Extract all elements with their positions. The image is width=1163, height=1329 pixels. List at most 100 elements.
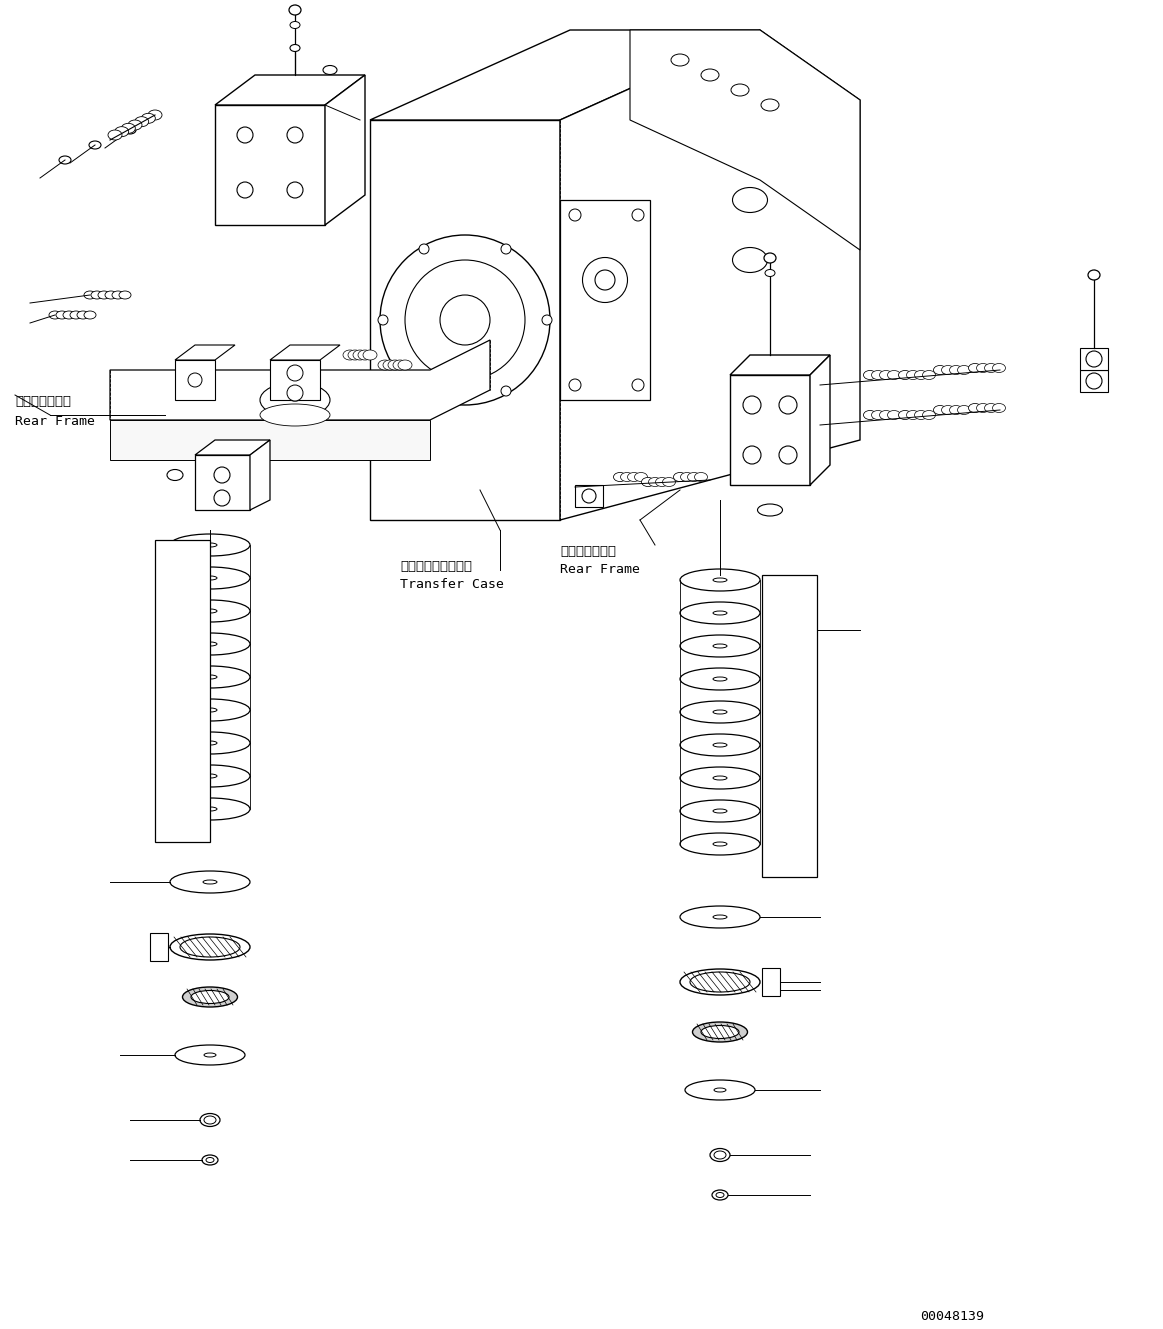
Bar: [155, 540, 211, 843]
Ellipse shape: [992, 364, 1006, 372]
Ellipse shape: [170, 797, 250, 820]
Ellipse shape: [595, 270, 615, 290]
Ellipse shape: [405, 260, 525, 380]
Ellipse shape: [56, 311, 67, 319]
Ellipse shape: [985, 404, 998, 412]
Ellipse shape: [378, 360, 392, 369]
Ellipse shape: [922, 371, 935, 380]
Ellipse shape: [977, 404, 990, 412]
Ellipse shape: [170, 567, 250, 589]
Ellipse shape: [712, 1189, 728, 1200]
Ellipse shape: [656, 477, 669, 486]
Ellipse shape: [204, 675, 217, 679]
Ellipse shape: [694, 473, 707, 481]
Ellipse shape: [778, 81, 802, 98]
Ellipse shape: [992, 404, 1006, 412]
Ellipse shape: [675, 473, 686, 481]
Polygon shape: [730, 375, 809, 485]
Ellipse shape: [680, 734, 759, 756]
Ellipse shape: [105, 291, 117, 299]
Polygon shape: [250, 440, 270, 510]
Ellipse shape: [713, 611, 727, 615]
Ellipse shape: [91, 291, 104, 299]
Ellipse shape: [112, 291, 124, 299]
Text: トランスファケース: トランスファケース: [400, 560, 472, 573]
Ellipse shape: [621, 473, 634, 481]
Ellipse shape: [261, 383, 330, 417]
Circle shape: [419, 385, 429, 396]
Ellipse shape: [204, 742, 217, 746]
Ellipse shape: [713, 645, 727, 649]
Text: リヤーフレーム: リヤーフレーム: [561, 545, 616, 558]
Ellipse shape: [142, 113, 156, 124]
Ellipse shape: [680, 635, 759, 657]
Circle shape: [237, 128, 254, 144]
Ellipse shape: [692, 1022, 748, 1042]
Ellipse shape: [108, 130, 122, 140]
Ellipse shape: [761, 98, 779, 112]
Circle shape: [214, 490, 230, 506]
Ellipse shape: [863, 371, 877, 380]
Ellipse shape: [135, 117, 149, 126]
Ellipse shape: [59, 155, 71, 163]
Ellipse shape: [969, 364, 982, 372]
Text: 00048139: 00048139: [920, 1310, 984, 1322]
Ellipse shape: [680, 833, 759, 855]
Ellipse shape: [323, 65, 337, 74]
Ellipse shape: [288, 5, 301, 15]
Ellipse shape: [183, 987, 237, 1007]
Bar: [762, 575, 816, 877]
Polygon shape: [270, 360, 320, 400]
Ellipse shape: [358, 350, 372, 360]
Ellipse shape: [949, 365, 963, 375]
Ellipse shape: [204, 773, 217, 777]
Ellipse shape: [671, 54, 688, 66]
Ellipse shape: [170, 766, 250, 787]
Ellipse shape: [969, 404, 982, 412]
Polygon shape: [561, 199, 650, 400]
Circle shape: [501, 245, 511, 254]
Ellipse shape: [204, 544, 217, 548]
Ellipse shape: [713, 809, 727, 813]
Ellipse shape: [170, 633, 250, 655]
Circle shape: [287, 128, 304, 144]
Ellipse shape: [663, 477, 676, 486]
Ellipse shape: [764, 253, 776, 263]
Ellipse shape: [732, 84, 749, 96]
Ellipse shape: [887, 371, 900, 380]
Ellipse shape: [887, 411, 900, 420]
Ellipse shape: [680, 767, 759, 789]
Ellipse shape: [170, 666, 250, 688]
Polygon shape: [215, 74, 365, 105]
Ellipse shape: [969, 364, 982, 372]
Circle shape: [287, 365, 304, 381]
Ellipse shape: [716, 1192, 725, 1197]
Circle shape: [419, 245, 429, 254]
Ellipse shape: [393, 360, 407, 369]
Ellipse shape: [202, 1155, 217, 1166]
Ellipse shape: [206, 1158, 214, 1163]
Circle shape: [569, 209, 582, 221]
Bar: [762, 968, 780, 995]
Ellipse shape: [204, 1053, 216, 1057]
Ellipse shape: [204, 642, 217, 646]
Circle shape: [287, 385, 304, 401]
Ellipse shape: [871, 371, 885, 380]
Ellipse shape: [713, 676, 727, 680]
Circle shape: [743, 396, 761, 415]
Ellipse shape: [77, 311, 90, 319]
Ellipse shape: [914, 411, 928, 420]
Ellipse shape: [290, 44, 300, 52]
Polygon shape: [270, 346, 340, 360]
Circle shape: [1086, 373, 1103, 389]
Ellipse shape: [680, 602, 759, 625]
Ellipse shape: [348, 350, 362, 360]
Text: リヤーフレーム: リヤーフレーム: [15, 395, 71, 408]
Bar: [575, 485, 602, 506]
Ellipse shape: [934, 365, 947, 375]
Ellipse shape: [204, 708, 217, 712]
Ellipse shape: [957, 405, 970, 415]
Ellipse shape: [290, 21, 300, 28]
Ellipse shape: [398, 360, 412, 369]
Ellipse shape: [922, 411, 935, 420]
